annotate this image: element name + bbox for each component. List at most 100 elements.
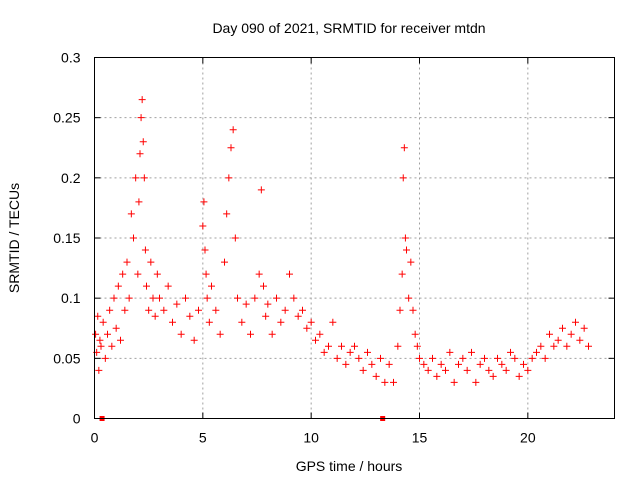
data-point (572, 318, 579, 326)
data-point (173, 300, 181, 308)
data-point (585, 342, 592, 350)
data-point (312, 336, 319, 344)
data-point (135, 198, 143, 206)
data-point (502, 366, 510, 374)
data-point (151, 312, 159, 320)
data-point (401, 234, 409, 242)
data-point (485, 366, 493, 374)
data-point (160, 306, 168, 314)
y-tick-label: 0.3 (61, 50, 81, 66)
data-point (342, 360, 350, 368)
data-point (127, 210, 135, 218)
chart-title: Day 090 of 2021, SRMTID for receiver mtd… (212, 20, 485, 36)
y-tick-label: 0.1 (61, 290, 81, 306)
grid-lines (94, 57, 615, 419)
data-point (137, 114, 145, 122)
data-point (92, 330, 100, 338)
y-tick-label: 0.2 (61, 170, 81, 186)
data-point (231, 234, 239, 242)
y-tick-labels: 0 0.05 0.1 0.15 0.2 0.25 0.3 (53, 50, 80, 427)
data-point (537, 342, 545, 350)
x-axis-label: GPS time / hours (296, 458, 403, 474)
data-point (223, 210, 231, 218)
data-point (186, 312, 194, 320)
data-point (567, 330, 575, 338)
data-point (303, 324, 311, 332)
y-tick-label: 0 (73, 411, 81, 427)
data-point (138, 96, 146, 104)
data-point (329, 318, 337, 326)
data-point (546, 330, 553, 338)
data-point (277, 318, 285, 326)
data-point (468, 348, 475, 356)
data-point (190, 336, 198, 344)
data-point (559, 324, 566, 332)
data-point (286, 270, 293, 278)
data-point (227, 144, 235, 152)
data-point (110, 294, 118, 302)
data-point (264, 300, 272, 308)
data-point (405, 294, 413, 302)
data-point (325, 342, 332, 350)
data-point (413, 342, 421, 350)
data-point (203, 294, 211, 302)
data-point (576, 336, 584, 344)
data-point (294, 312, 302, 320)
data-point (140, 174, 148, 182)
data-point (320, 348, 328, 356)
data-point (377, 354, 384, 362)
data-point (437, 360, 445, 368)
data-point (399, 174, 407, 182)
data-point (95, 366, 103, 374)
data-point (355, 354, 363, 362)
x-tick-label: 0 (91, 430, 99, 446)
data-point (164, 282, 172, 290)
data-point (554, 336, 562, 344)
data-point (446, 348, 454, 356)
data-point (257, 186, 265, 194)
data-point (104, 330, 111, 338)
data-point (96, 336, 104, 344)
data-point (201, 246, 209, 254)
data-point (346, 348, 354, 356)
data-point (409, 306, 417, 314)
data-point (202, 270, 210, 278)
data-point (147, 258, 155, 266)
data-points (92, 96, 592, 421)
data-point (524, 366, 532, 374)
data-point (153, 270, 161, 278)
data-point (307, 318, 315, 326)
data-point (511, 354, 519, 362)
data-point (132, 174, 140, 182)
y-axis-label: SRMTID / TECUs (6, 183, 22, 293)
data-point (108, 342, 116, 350)
data-point (550, 342, 558, 350)
y-tick-label: 0.15 (53, 230, 80, 246)
data-point (199, 222, 207, 230)
data-point (498, 360, 506, 368)
data-point (247, 330, 254, 338)
data-point (242, 300, 250, 308)
data-point (290, 294, 298, 302)
data-point (94, 312, 102, 320)
data-point (442, 366, 449, 374)
data-point (372, 372, 380, 380)
data-point (515, 372, 523, 380)
data-point (580, 324, 588, 332)
data-point (403, 246, 410, 254)
y-tick-label: 0.05 (53, 350, 80, 366)
data-point (424, 366, 432, 374)
data-point (114, 282, 122, 290)
x-tick-label: 5 (199, 430, 207, 446)
data-point (398, 270, 406, 278)
data-point (112, 324, 120, 332)
data-point (455, 360, 462, 368)
data-point (507, 348, 514, 356)
data-point (182, 294, 189, 302)
data-point (368, 360, 376, 368)
data-point (400, 144, 408, 152)
data-point (200, 198, 208, 206)
data-point (208, 282, 215, 290)
x-tick-label: 10 (303, 430, 319, 446)
data-point (385, 360, 393, 368)
